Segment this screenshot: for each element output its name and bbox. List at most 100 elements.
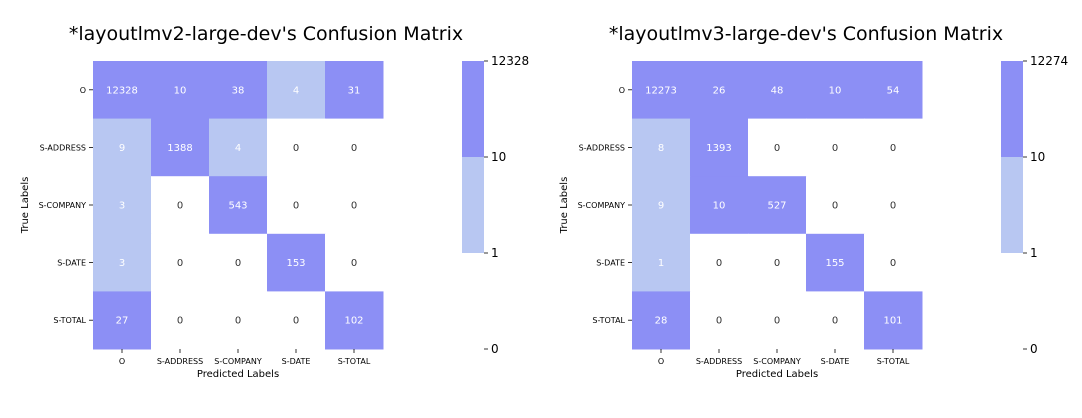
- cell-value-label: 9: [658, 201, 664, 212]
- heatmap-cell: [864, 118, 923, 177]
- cell-value-label: 153: [286, 258, 305, 269]
- colorbar-tick-label: 10: [1030, 150, 1045, 164]
- heatmap-cell: [267, 291, 326, 350]
- heatmap-cell: [864, 61, 923, 120]
- cell-value-label: 10: [829, 85, 842, 96]
- y-tick-label: S-ADDRESS: [40, 143, 86, 152]
- heatmap-cell: [325, 61, 384, 120]
- heatmap-cell: [748, 61, 807, 120]
- cell-value-label: 4: [293, 85, 299, 96]
- y-tick-label: S-DATE: [57, 259, 86, 268]
- heatmap-cell: [632, 233, 691, 292]
- y-tick-label: S-COMPANY: [39, 201, 87, 210]
- heatmap-cell: [748, 118, 807, 177]
- cell-value-label: 0: [716, 258, 722, 269]
- cell-value-label: 26: [713, 85, 726, 96]
- cell-value-label: 10: [713, 201, 726, 212]
- cell-value-label: 0: [177, 201, 183, 212]
- heatmap-cell: [325, 176, 384, 235]
- cell-value-label: 0: [890, 258, 896, 269]
- cell-value-label: 0: [774, 143, 780, 154]
- cell-value-label: 0: [716, 316, 722, 327]
- x-axis-label: Predicted Labels: [736, 369, 818, 380]
- cell-value-label: 0: [774, 316, 780, 327]
- colorbar-tick-label: 0: [491, 342, 499, 356]
- cell-value-label: 10: [174, 85, 187, 96]
- heatmap-cell: [325, 118, 384, 177]
- cell-value-label: 1393: [706, 143, 731, 154]
- x-tick-label: S-DATE: [821, 357, 850, 366]
- heatmap-cell: [267, 61, 326, 120]
- cell-value-label: 8: [658, 143, 664, 154]
- cell-value-label: 155: [825, 258, 844, 269]
- heatmap-cell: [864, 233, 923, 292]
- heatmap-cell: [690, 291, 749, 350]
- x-tick-label: S-ADDRESS: [696, 357, 742, 366]
- heatmap-cell: [632, 61, 691, 120]
- colorbar-segment-low: [462, 157, 484, 253]
- cell-value-label: 0: [351, 143, 357, 154]
- x-tick-label: S-COMPANY: [214, 357, 262, 366]
- heatmap-cell: [806, 118, 865, 177]
- heatmap-cell: [632, 118, 691, 177]
- colorbar-tick-label: 0: [1030, 342, 1038, 356]
- heatmap-cell: [632, 291, 691, 350]
- cell-value-label: 1388: [167, 143, 192, 154]
- heatmap-cell: [748, 291, 807, 350]
- cell-value-label: 0: [293, 143, 299, 154]
- cell-value-label: 0: [832, 316, 838, 327]
- heatmap-cell: [806, 176, 865, 235]
- cell-value-label: 4: [235, 143, 241, 154]
- cell-value-label: 0: [351, 201, 357, 212]
- y-tick-label: S-ADDRESS: [579, 143, 625, 152]
- cell-value-label: 0: [890, 201, 896, 212]
- chart-title: *layoutlmv2-large-dev's Confusion Matrix: [69, 23, 463, 45]
- heatmap-cell: [151, 61, 210, 120]
- y-tick-label: O: [619, 86, 625, 95]
- x-tick-label: S-TOTAL: [338, 357, 371, 366]
- x-tick-label: S-COMPANY: [753, 357, 801, 366]
- cell-value-label: 1: [658, 258, 664, 269]
- y-tick-label: S-TOTAL: [592, 316, 625, 325]
- heatmap-cell: [93, 233, 152, 292]
- heatmap-cell: [632, 176, 691, 235]
- cell-value-label: 9: [119, 143, 125, 154]
- heatmap-cell: [806, 61, 865, 120]
- heatmap-cell: [267, 176, 326, 235]
- heatmap-cell: [93, 118, 152, 177]
- cell-value-label: 48: [771, 85, 784, 96]
- cell-value-label: 101: [883, 316, 902, 327]
- heatmap-cell: [151, 118, 210, 177]
- cell-value-label: 3: [119, 201, 125, 212]
- y-axis-label: True Labels: [20, 177, 31, 235]
- x-tick-label: S-DATE: [282, 357, 311, 366]
- heatmap-cell: [151, 291, 210, 350]
- heatmap-cell: [690, 61, 749, 120]
- y-tick-label: S-COMPANY: [578, 201, 626, 210]
- colorbar-segment-high: [462, 61, 484, 157]
- x-axis-label: Predicted Labels: [197, 369, 279, 380]
- heatmap-cell: [690, 118, 749, 177]
- heatmap-cell: [864, 291, 923, 350]
- cell-value-label: 12328: [106, 85, 138, 96]
- cell-value-label: 0: [351, 258, 357, 269]
- cell-value-label: 0: [774, 258, 780, 269]
- heatmap-cell: [93, 61, 152, 120]
- heatmap-cell: [151, 233, 210, 292]
- cell-value-label: 0: [832, 143, 838, 154]
- cell-value-label: 31: [348, 85, 361, 96]
- heatmap-cell: [690, 176, 749, 235]
- heatmap-cell: [209, 176, 268, 235]
- colorbar-tick-label: 12274: [1030, 54, 1068, 68]
- heatmap-cell: [93, 176, 152, 235]
- heatmap-cell: [325, 233, 384, 292]
- y-tick-label: S-TOTAL: [53, 316, 86, 325]
- y-tick-label: O: [80, 86, 86, 95]
- heatmap-cell: [325, 291, 384, 350]
- heatmap-cell: [806, 233, 865, 292]
- colorbar-tick-label: 1: [491, 246, 499, 260]
- heatmap-cell: [209, 118, 268, 177]
- colorbar-tick-label: 10: [491, 150, 506, 164]
